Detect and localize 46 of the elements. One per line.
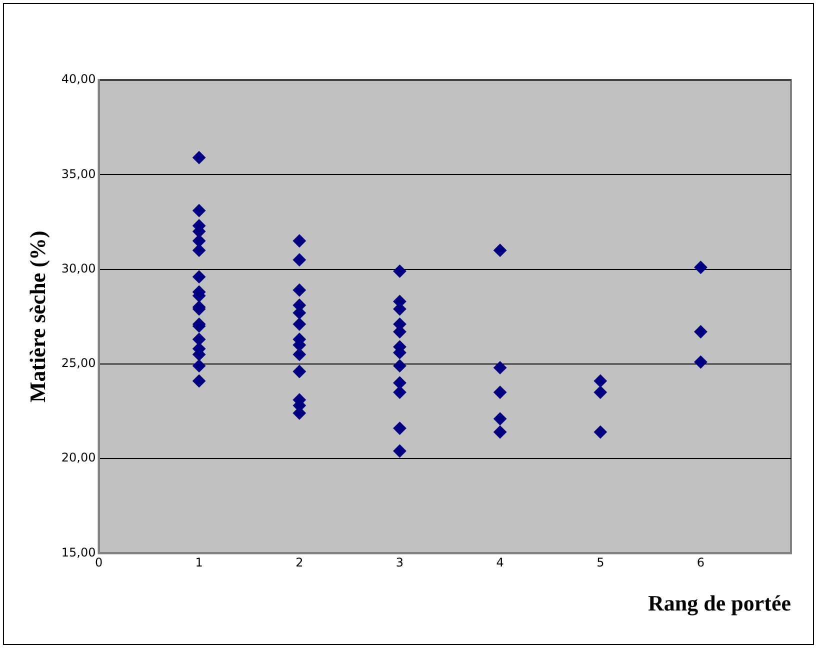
x-tick-label: 6 [696, 556, 705, 570]
point [292, 364, 306, 378]
point [494, 386, 507, 399]
point [494, 361, 507, 374]
point [192, 151, 206, 164]
point [594, 426, 607, 439]
y-axis-title: Matière sèche (%) [24, 230, 50, 403]
y-tick-label: 15,00 [61, 545, 96, 560]
y-tick-label: 30,00 [61, 261, 96, 276]
y-tick-label: 35,00 [61, 166, 96, 181]
point [292, 348, 306, 361]
point [192, 204, 206, 218]
point [393, 444, 406, 458]
point [393, 422, 406, 435]
x-tick-label: 1 [195, 556, 203, 570]
point [292, 318, 306, 331]
point [192, 244, 206, 257]
y-tick-label: 40,00 [61, 72, 96, 86]
x-tick-label: 0 [94, 556, 103, 570]
point [393, 376, 406, 390]
x-tick-label: 4 [496, 556, 504, 570]
x-tick-label: 2 [296, 556, 304, 570]
point [393, 264, 406, 278]
y-tick-label: 20,00 [61, 450, 96, 465]
point [694, 356, 708, 369]
point [694, 325, 708, 338]
point [292, 253, 306, 266]
point [393, 386, 406, 399]
point [192, 234, 206, 248]
point [594, 374, 607, 388]
point [192, 374, 206, 388]
point [694, 260, 708, 274]
point [494, 426, 507, 439]
x-tick-label: 3 [396, 556, 404, 570]
point [192, 270, 206, 284]
point [292, 284, 306, 297]
point [192, 359, 206, 372]
x-axis-title: Rang de portée [648, 590, 792, 616]
point [494, 412, 507, 426]
point [594, 386, 607, 399]
point [393, 359, 406, 372]
point [494, 244, 507, 257]
y-tick-label: 25,00 [61, 356, 96, 370]
x-tick-label: 5 [596, 556, 604, 570]
point [192, 332, 206, 346]
point [292, 234, 306, 248]
